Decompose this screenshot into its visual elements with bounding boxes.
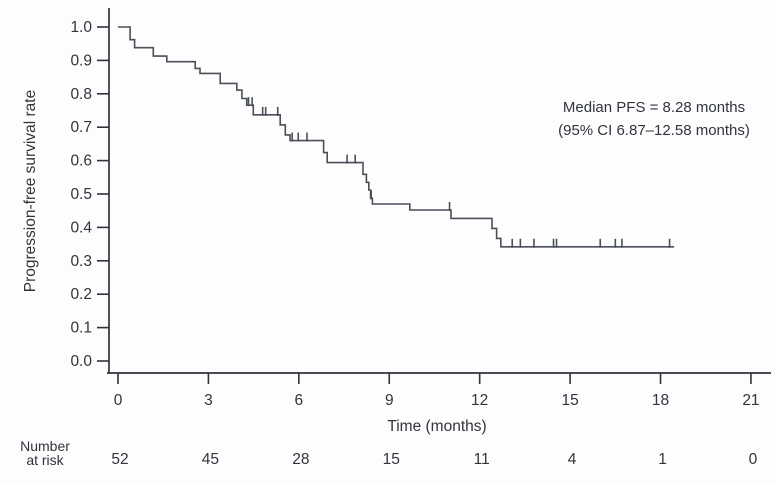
- risk-count: 15: [383, 451, 400, 468]
- risk-count: 0: [749, 451, 758, 468]
- risk-count: 11: [474, 451, 490, 468]
- y-axis-title: Progression-free survival rate: [22, 89, 39, 293]
- y-tick-label: 1.0: [70, 19, 92, 36]
- x-tick-label: 0: [114, 392, 123, 409]
- y-tick-label: 0.2: [70, 286, 92, 303]
- y-tick-label: 0.7: [70, 119, 92, 136]
- x-axis-title: Time (months): [387, 418, 487, 435]
- number-at-risk-label-line2: at risk: [26, 451, 64, 468]
- km-curve: [118, 26, 675, 248]
- risk-count: 52: [111, 451, 128, 468]
- y-tick-label: 0.0: [70, 353, 92, 370]
- risk-count: 28: [292, 451, 309, 468]
- x-tick-label: 6: [295, 392, 304, 409]
- risk-count: 45: [202, 451, 219, 468]
- annotation-line-1: Median PFS = 8.28 months: [562, 99, 746, 116]
- y-tick-label: 0.6: [70, 153, 92, 170]
- risk-count: 1: [658, 451, 667, 468]
- y-tick-label: 0.3: [70, 253, 92, 270]
- x-tick-label: 15: [561, 392, 578, 409]
- y-tick-label: 0.5: [70, 186, 92, 203]
- number-at-risk-label: Number at risk: [12, 438, 78, 468]
- x-tick-label: 18: [652, 392, 669, 409]
- y-tick-label: 0.9: [70, 52, 92, 69]
- x-tick-label: 12: [471, 392, 488, 409]
- x-tick-label: 9: [385, 392, 394, 409]
- number-at-risk-label-line1: Number: [20, 438, 70, 454]
- median-pfs-annotation: Median PFS = 8.28 months (95% CI 6.87–12…: [538, 96, 770, 142]
- annotation-line-2: (95% CI 6.87–12.58 months): [558, 122, 750, 139]
- y-tick-label: 0.8: [70, 86, 92, 103]
- x-tick-label: 3: [204, 392, 213, 409]
- y-tick-label: 0.1: [70, 320, 92, 337]
- risk-count: 4: [568, 451, 577, 468]
- y-tick-label: 0.4: [70, 219, 92, 236]
- x-tick-label: 21: [742, 392, 759, 409]
